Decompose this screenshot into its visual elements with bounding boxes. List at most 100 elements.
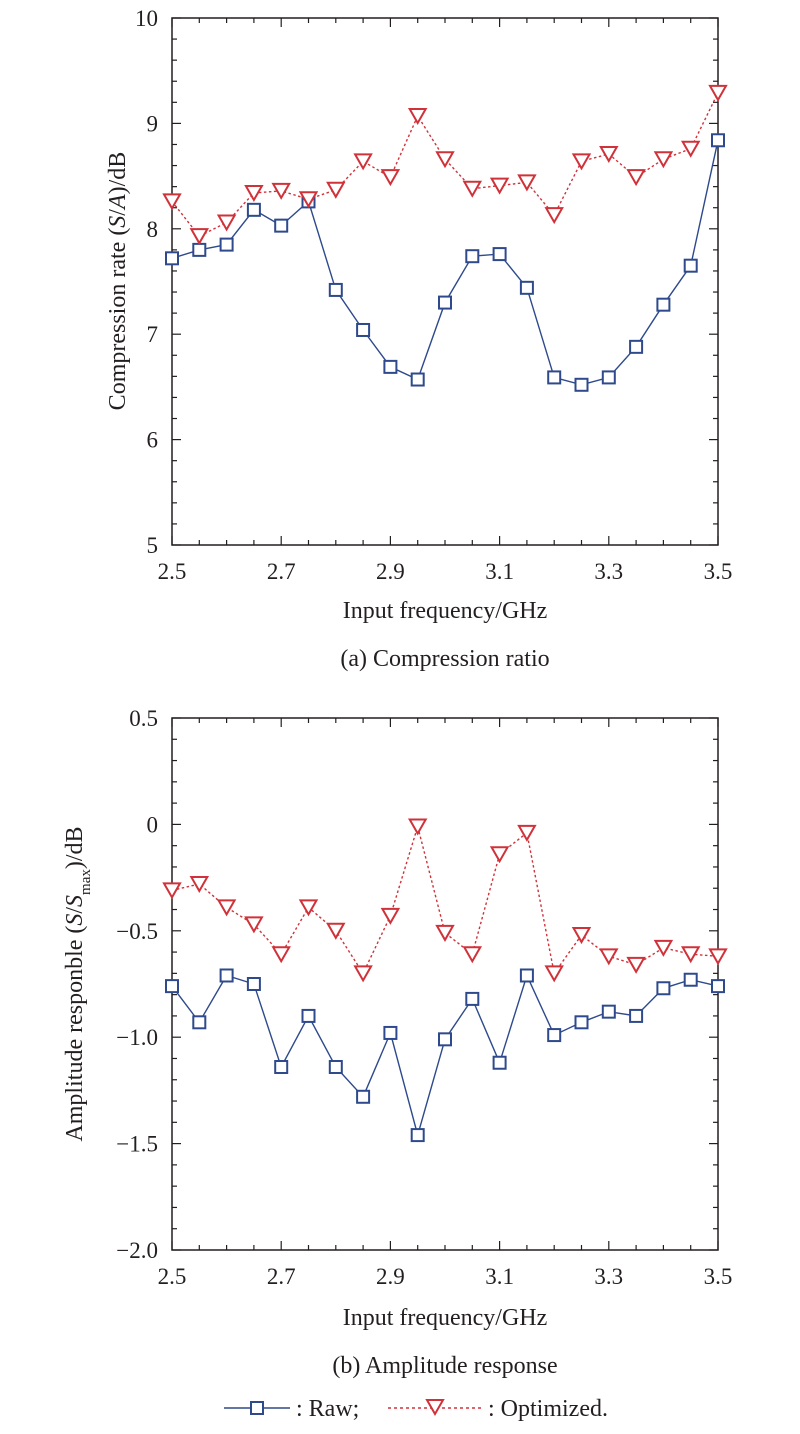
tick-labels-b: 2.5 2.7 2.9 3.1 3.3 3.5 −2.0 −1.5 −1.0 −0.5 0 0.5 (116, 706, 732, 1289)
raw-point (328, 1059, 343, 1074)
y-label-b-s2: S (62, 895, 88, 907)
legend-optimized-marker (425, 1399, 445, 1417)
optimized-point (162, 882, 182, 900)
optimized-point (189, 228, 210, 246)
raw-point (246, 202, 261, 217)
y-label-b-prefix: Amplitude responble ( (62, 926, 88, 1142)
raw-point (656, 981, 671, 996)
axis-ticks-b (171, 717, 719, 1251)
optimized-point (326, 181, 346, 199)
x-tick-label: 3.5 (704, 559, 733, 584)
raw-point (492, 247, 507, 262)
x-tick-label: 3.3 (594, 559, 623, 584)
raw-point (711, 979, 725, 994)
y-tick-label: 8 (147, 217, 159, 242)
series-markers-a (162, 84, 728, 392)
raw-point (438, 1032, 452, 1047)
x-tick-label: 2.9 (376, 559, 405, 584)
x-axis-label-b: Input frequency/GHz (343, 1305, 548, 1331)
optimized-series-line (171, 823, 719, 976)
raw-point (519, 280, 534, 295)
raw-point (410, 1128, 425, 1143)
optimized-point (462, 180, 483, 198)
raw-point (383, 359, 398, 374)
optimized-point (435, 924, 455, 942)
optimized-point (544, 965, 564, 983)
optimized-point (216, 214, 237, 232)
optimized-point (326, 922, 346, 940)
raw-point (574, 1015, 589, 1030)
optimized-point (271, 946, 291, 964)
optimized-point (380, 907, 401, 925)
raw-point (465, 249, 480, 264)
y-tick-label: 0 (147, 812, 159, 837)
optimized-point (298, 191, 319, 209)
raw-point (601, 370, 616, 385)
optimized-point (626, 956, 646, 974)
x-tick-label: 3.1 (485, 1264, 514, 1289)
chart-compression-ratio: 2.5 2.7 2.9 3.1 3.3 3.5 5 6 7 8 9 10 Input frequenc… (105, 6, 732, 672)
y-tick-label: −0.5 (116, 919, 158, 944)
raw-point (356, 322, 371, 337)
optimized-point (244, 184, 264, 202)
y-tick-label: 9 (147, 111, 159, 136)
optimized-point (216, 899, 237, 917)
x-tick-label: 3.3 (594, 1264, 623, 1289)
optimized-point (708, 84, 728, 102)
y-label-b-sub: max (78, 869, 94, 895)
raw-point (274, 218, 289, 233)
optimized-point (407, 108, 428, 126)
raw-point (192, 242, 207, 257)
legend: : Raw; : Optimized. (224, 1396, 608, 1422)
optimized-point (544, 207, 564, 225)
y-tick-label: −1.5 (116, 1132, 158, 1157)
y-tick-label: 5 (147, 533, 159, 558)
plot-frame-a (171, 17, 719, 546)
legend-raw-marker (250, 1401, 264, 1415)
optimized-point (407, 818, 428, 836)
raw-point (410, 372, 425, 387)
raw-point (165, 979, 179, 994)
y-tick-label: −1.0 (116, 1025, 158, 1050)
x-tick-label: 2.9 (376, 1264, 405, 1289)
raw-point (274, 1059, 289, 1074)
optimized-point (680, 140, 701, 158)
optimized-point (353, 153, 373, 171)
optimized-point (435, 151, 455, 169)
optimized-point (162, 193, 182, 211)
raw-point (547, 1028, 562, 1043)
caption-a: (a) Compression ratio (340, 646, 549, 672)
y-label-a-part: / (105, 209, 131, 216)
y-tick-label: 7 (147, 322, 159, 347)
optimized-point (708, 948, 728, 966)
x-tick-label: 2.5 (158, 559, 187, 584)
optimized-point (571, 927, 592, 945)
raw-point (246, 977, 261, 991)
raw-point (683, 972, 698, 987)
caption-b: (b) Amplitude response (332, 1353, 557, 1379)
y-label-a-part: Compression rate ( (105, 228, 131, 411)
legend-optimized-label: : Optimized. (488, 1396, 608, 1422)
raw-point (683, 258, 698, 273)
x-tick-label: 3.1 (485, 559, 514, 584)
y-tick-label: 6 (147, 428, 159, 453)
raw-point (192, 1015, 207, 1030)
optimized-point (653, 151, 674, 169)
optimized-point (599, 145, 619, 163)
raw-point (383, 1025, 398, 1040)
y-label-b-slash: / (62, 907, 88, 914)
raw-point (629, 339, 644, 354)
optimized-point (489, 846, 510, 864)
chart-amplitude-response: 2.5 2.7 2.9 3.1 3.3 3.5 −2.0 −1.5 −1.0 −0.5 0 0.5 I… (62, 706, 732, 1379)
optimized-point (517, 174, 537, 192)
optimized-point (298, 899, 319, 917)
y-tick-label: 10 (135, 6, 158, 31)
y-label-b-s1: S (62, 914, 88, 926)
y-label-b-suffix: )/dB (62, 826, 88, 869)
y-tick-label: −2.0 (116, 1238, 158, 1263)
raw-point (492, 1055, 507, 1070)
raw-point (165, 251, 179, 266)
raw-point (301, 1008, 316, 1023)
raw-point (219, 968, 234, 983)
